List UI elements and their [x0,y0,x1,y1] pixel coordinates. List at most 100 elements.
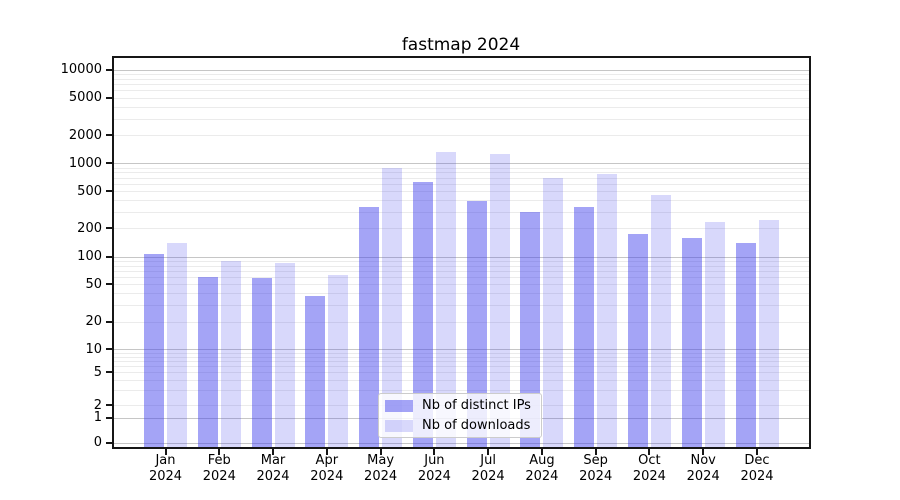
y-tick [106,68,112,71]
bar-distinct-ips [359,206,380,447]
y-tick [106,227,112,230]
bar-distinct-ips [144,253,164,447]
bar-distinct-ips [197,277,218,447]
bar-downloads [167,242,187,447]
x-tick-label: Sep 2024 [579,453,613,484]
y-tick [106,371,112,373]
y-tick-label: 5000 [68,90,102,106]
x-tick-label: Jun 2024 [417,453,451,484]
minor-gridline [114,90,809,92]
legend-label-downloads: Nb of downloads [422,418,531,433]
minor-gridline [114,372,809,373]
plot-area [112,56,811,449]
minor-gridline [114,390,809,392]
bar-downloads [489,154,510,447]
y-tick-label: 10 [85,341,102,357]
y-tick [106,255,112,258]
y-tick [106,348,112,351]
minor-gridline [114,118,809,120]
minor-gridline [114,97,809,99]
y-tick [106,162,112,165]
y-tick-label: 5 [93,364,102,380]
y-tick-label: 0 [93,435,102,450]
x-tick [540,449,543,455]
y-tick [106,320,112,323]
bar-distinct-ips [412,182,433,447]
bar-downloads [543,177,564,447]
y-tick-label: 500 [77,183,102,199]
minor-gridline [114,78,809,80]
y-tick [106,283,112,286]
minor-gridline [114,191,809,192]
legend-entry-downloads: Nb of downloads [379,417,541,434]
x-tick [218,449,221,455]
y-tick [106,134,112,136]
x-tick [164,449,167,455]
x-tick [702,449,705,455]
bar-downloads [435,151,456,447]
minor-gridline [114,200,809,202]
legend-label-distinct-ips: Nb of distinct IPs [422,398,531,413]
minor-gridline [114,305,809,307]
bar-distinct-ips [251,277,272,447]
bar-downloads [328,275,349,447]
minor-gridline [114,260,809,262]
y-tick [106,416,112,419]
x-tick [433,449,436,455]
x-tick-label: Jan 2024 [148,453,183,484]
y-tick-label: 50 [85,276,102,292]
minor-gridline [114,183,809,185]
y-tick-label: 100 [77,249,102,265]
y-tick [106,441,112,444]
legend-swatch-distinct-ips [385,399,413,412]
minor-gridline [114,167,809,169]
minor-gridline [114,211,809,213]
legend-entry-distinct-ips: Nb of distinct IPs [379,397,541,414]
x-tick-label: Jul 2024 [471,453,505,484]
bar-distinct-ips [520,212,541,447]
bar-distinct-ips [681,238,702,447]
y-tick [106,404,112,406]
y-tick-label: 10000 [60,62,102,77]
minor-gridline [114,270,809,272]
y-tick [106,190,112,192]
x-tick-label: Oct 2024 [632,453,666,484]
x-tick-label: Mar 2024 [256,453,290,484]
major-gridline [114,163,809,165]
y-tick-label: 2 [93,397,102,413]
y-tick-label: 20 [85,314,102,330]
bar-distinct-ips [627,233,648,447]
y-tick-label: 200 [77,220,102,236]
bar-downloads [597,173,618,447]
x-tick [487,449,490,455]
minor-gridline [114,284,809,286]
minor-gridline [114,361,809,362]
bar-downloads [382,168,403,447]
bar-distinct-ips [735,242,756,447]
bar-distinct-ips [466,200,487,447]
major-gridline [114,349,809,351]
x-tick [648,449,651,455]
chart-title: fastmap 2024 [401,35,521,55]
x-tick-label: May 2024 [364,453,398,484]
bar-downloads [704,222,725,447]
x-tick-label: Dec 2024 [740,453,774,484]
minor-gridline [114,135,809,136]
minor-gridline [114,277,809,278]
x-tick [379,449,382,455]
x-tick [756,449,758,455]
bar-downloads [758,219,779,447]
bar-downloads [650,194,671,447]
minor-gridline [114,177,809,179]
minor-gridline [114,172,809,174]
legend-swatch-downloads [385,419,413,432]
minor-gridline [114,106,809,108]
x-tick-label: Nov 2024 [686,453,720,484]
y-tick-label: 2000 [68,127,102,143]
bar-distinct-ips [305,295,326,447]
x-tick [594,449,597,455]
minor-gridline [114,321,809,323]
x-tick-label: Aug 2024 [525,453,559,484]
y-tick-label: 1 [93,410,102,425]
